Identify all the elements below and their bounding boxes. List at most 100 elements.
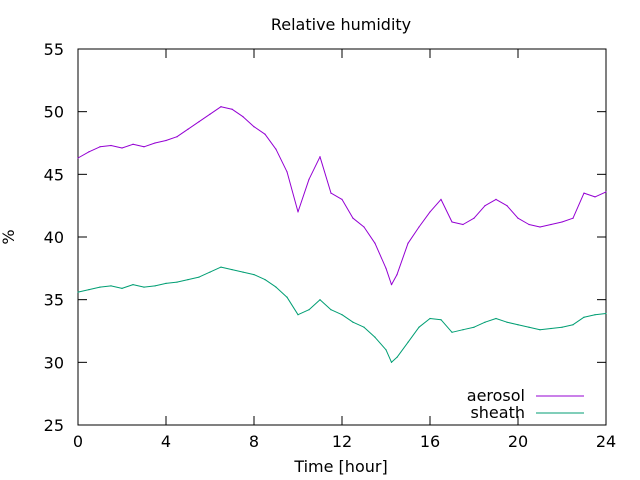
x-tick-label: 12 xyxy=(332,432,352,451)
x-tick-label: 4 xyxy=(161,432,171,451)
data-point-aerosol xyxy=(264,133,266,135)
data-point-sheath xyxy=(352,321,354,323)
data-point-sheath xyxy=(506,321,508,323)
x-tick-label: 0 xyxy=(73,432,83,451)
data-point-sheath xyxy=(495,317,497,320)
data-point-aerosol xyxy=(242,116,244,118)
data-point-aerosol xyxy=(440,198,442,200)
data-point-sheath xyxy=(176,281,178,283)
data-point-sheath xyxy=(264,279,266,281)
data-point-sheath xyxy=(88,289,90,291)
data-point-sheath xyxy=(220,266,222,268)
data-point-aerosol xyxy=(517,217,519,219)
data-point-aerosol xyxy=(297,211,299,213)
data-point-sheath xyxy=(253,274,255,276)
data-point-aerosol xyxy=(407,242,409,244)
data-point-sheath xyxy=(77,291,79,293)
data-point-sheath xyxy=(374,336,376,338)
data-point-sheath xyxy=(198,276,200,278)
data-point-aerosol xyxy=(484,205,486,207)
data-point-aerosol xyxy=(165,139,167,142)
data-point-aerosol xyxy=(143,146,145,148)
data-point-sheath xyxy=(539,329,541,331)
plot-frame xyxy=(77,48,607,426)
data-point-aerosol xyxy=(385,267,387,269)
data-point-aerosol xyxy=(187,128,189,130)
series-line-aerosol xyxy=(77,106,607,286)
data-point-sheath xyxy=(275,286,277,288)
data-point-aerosol xyxy=(198,121,200,123)
data-point-aerosol xyxy=(396,274,398,276)
chart-title: Relative humidity xyxy=(271,15,411,34)
plot-area xyxy=(77,48,607,426)
data-point-aerosol xyxy=(561,221,563,223)
data-point-aerosol xyxy=(132,143,134,145)
y-axis: 25 30 35 40 45 50 55 xyxy=(44,40,606,435)
data-point-sheath xyxy=(462,329,464,331)
data-point-sheath xyxy=(231,268,233,271)
data-point-sheath xyxy=(390,361,393,363)
data-point-sheath xyxy=(572,324,574,326)
data-point-sheath xyxy=(594,314,596,316)
data-point-sheath xyxy=(165,282,167,284)
data-point-sheath xyxy=(297,314,299,316)
data-point-aerosol xyxy=(99,146,101,148)
data-point-sheath xyxy=(99,286,101,288)
data-point-aerosol xyxy=(528,223,530,226)
data-point-sheath xyxy=(341,314,343,316)
data-point-sheath xyxy=(605,312,607,315)
data-point-sheath xyxy=(132,284,134,286)
legend-label-sheath: sheath xyxy=(470,403,525,422)
y-tick-label: 40 xyxy=(44,228,64,247)
data-point-sheath xyxy=(143,286,145,288)
data-point-aerosol xyxy=(418,226,420,228)
data-point-aerosol xyxy=(220,106,222,108)
x-tick-label: 16 xyxy=(420,432,440,451)
data-point-aerosol xyxy=(451,221,453,223)
data-point-aerosol xyxy=(275,148,277,150)
data-point-aerosol xyxy=(363,226,365,228)
data-point-sheath xyxy=(209,271,211,273)
data-point-sheath xyxy=(517,324,519,326)
data-point-sheath xyxy=(319,299,321,301)
data-point-sheath xyxy=(396,356,398,358)
data-point-aerosol xyxy=(605,191,607,193)
data-point-aerosol xyxy=(341,198,343,200)
data-point-aerosol xyxy=(110,144,112,147)
data-point-aerosol xyxy=(374,242,376,244)
x-tick-label: 24 xyxy=(596,432,616,451)
data-point-aerosol xyxy=(390,284,393,286)
data-point-aerosol xyxy=(176,136,178,138)
x-axis-label: Time [hour] xyxy=(293,457,387,476)
data-point-sheath xyxy=(473,326,475,328)
data-point-aerosol xyxy=(88,151,90,153)
y-tick-label: 50 xyxy=(44,103,64,122)
data-point-aerosol xyxy=(539,226,541,228)
data-point-aerosol xyxy=(253,126,255,128)
data-point-aerosol xyxy=(473,217,475,219)
y-axis-label: % xyxy=(0,229,18,244)
series-layer xyxy=(77,106,607,363)
data-point-sheath xyxy=(407,341,409,343)
data-point-sheath xyxy=(110,285,112,287)
data-point-sheath xyxy=(440,319,442,321)
data-point-aerosol xyxy=(308,178,310,180)
data-point-aerosol xyxy=(506,205,508,207)
data-point-sheath xyxy=(484,321,486,323)
data-point-aerosol xyxy=(572,217,574,219)
data-point-sheath xyxy=(286,296,288,298)
y-tick-label: 45 xyxy=(44,165,64,184)
data-point-aerosol xyxy=(352,217,354,219)
series-line-sheath xyxy=(77,266,607,363)
data-point-aerosol xyxy=(583,192,585,194)
data-point-aerosol xyxy=(154,142,156,144)
data-point-sheath xyxy=(121,287,123,289)
data-point-aerosol xyxy=(594,196,596,198)
legend-label-aerosol: aerosol xyxy=(467,386,525,405)
data-point-sheath xyxy=(154,285,156,287)
data-point-sheath xyxy=(385,349,387,351)
data-point-aerosol xyxy=(550,223,552,226)
data-point-sheath xyxy=(561,326,563,328)
data-point-sheath xyxy=(330,309,332,311)
